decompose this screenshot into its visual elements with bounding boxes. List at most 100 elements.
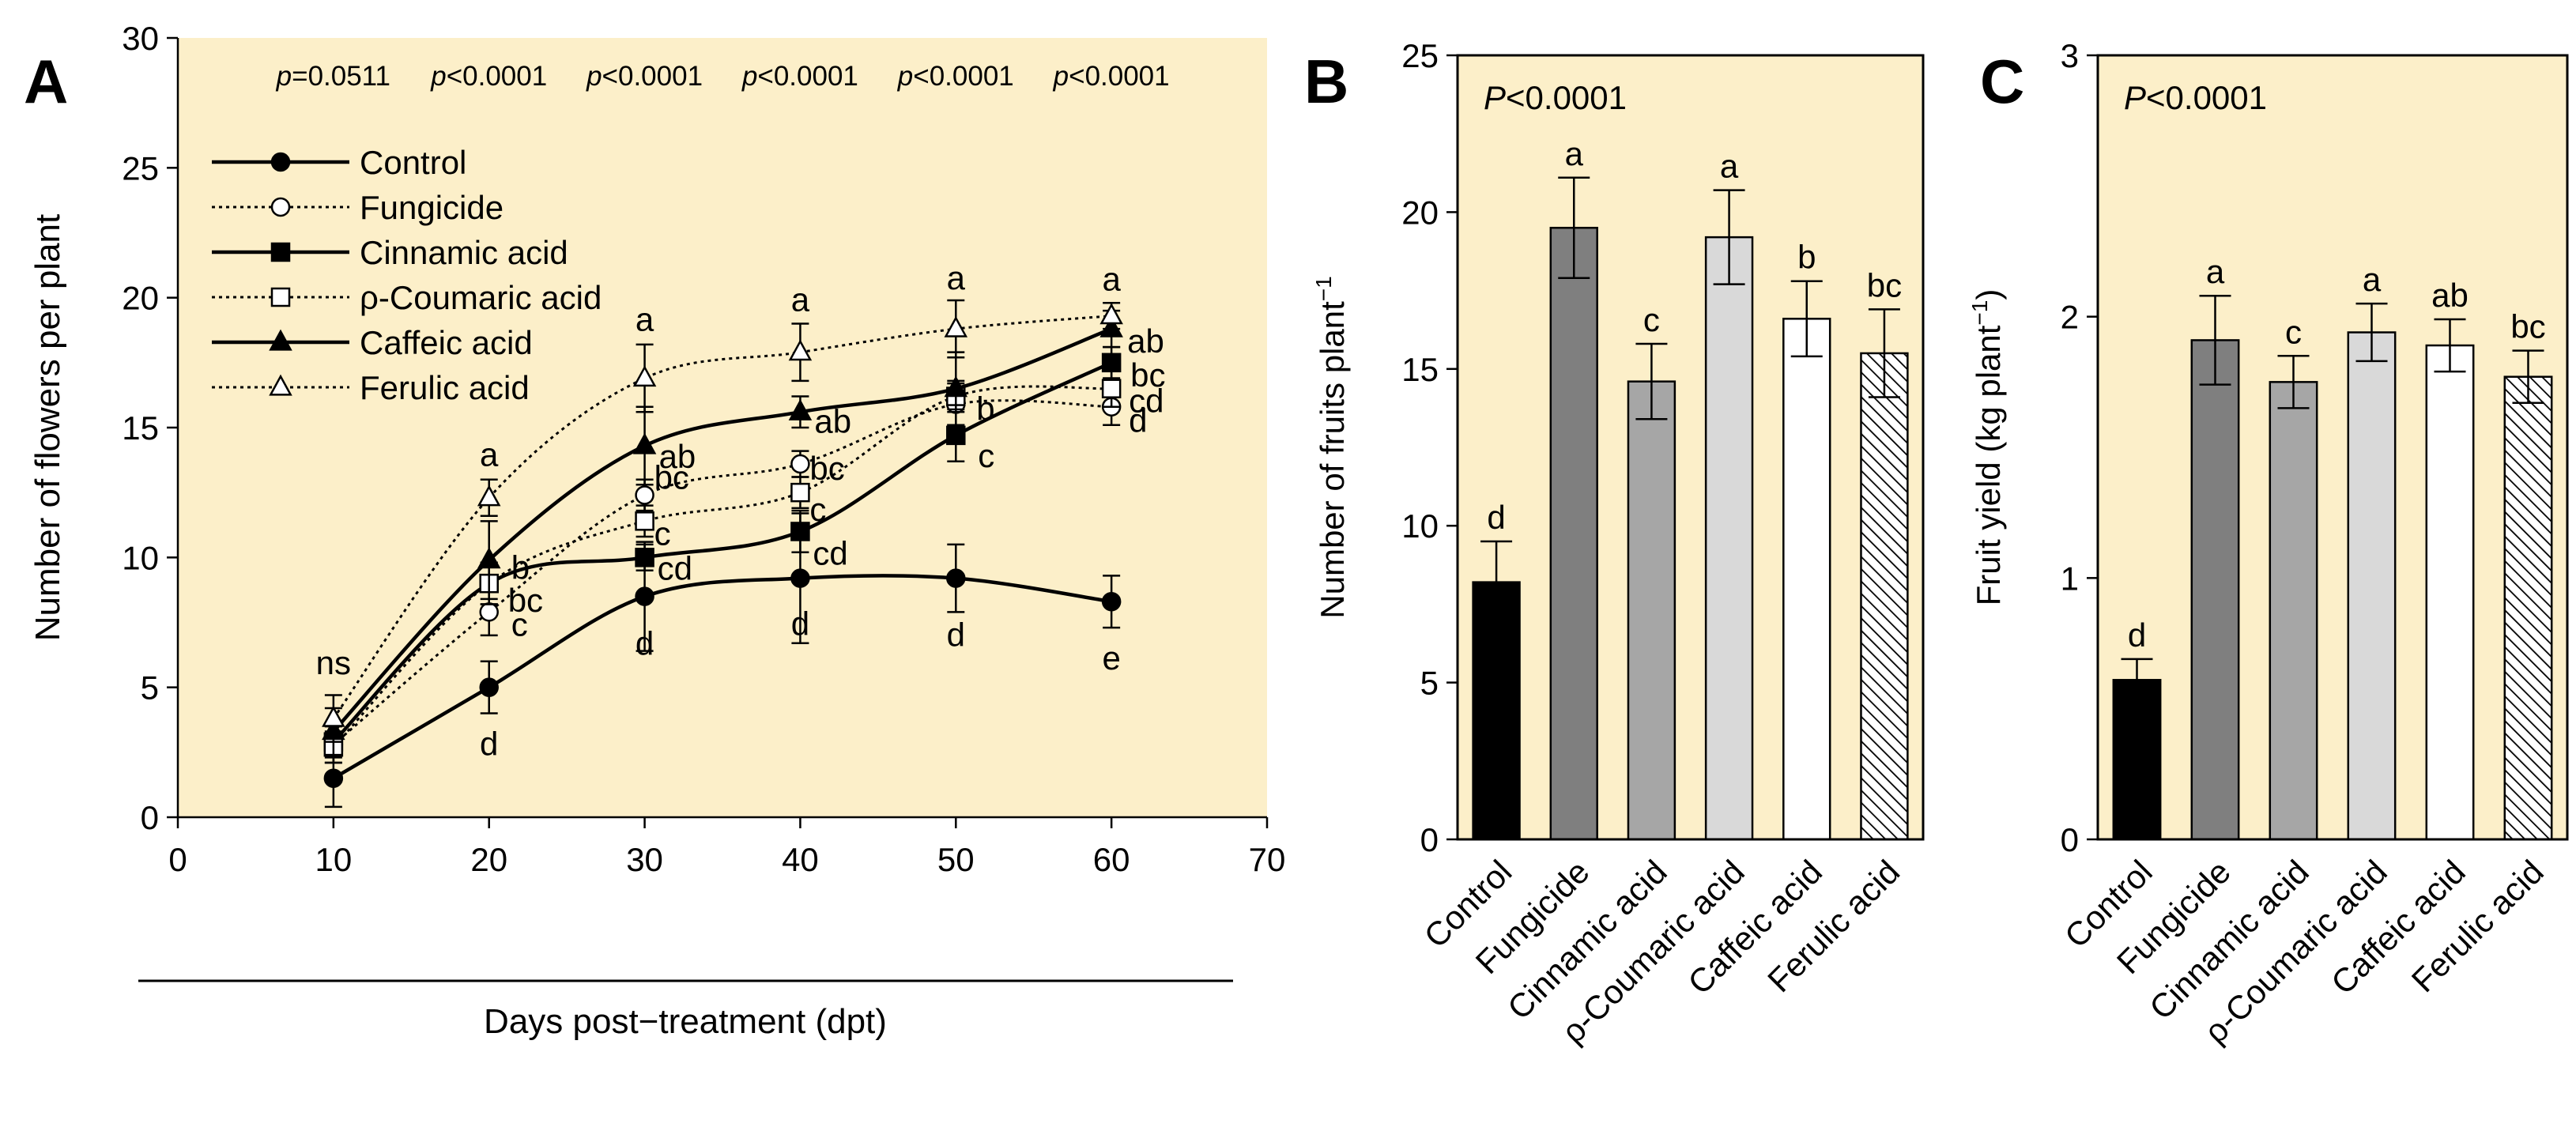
panel-a-y-tick-label: 0	[141, 799, 159, 836]
panel-b-y-axis-title-main: Number of fruits plant	[1314, 301, 1351, 619]
panel-a-p-prefix: p	[430, 61, 446, 92]
panel-c-y-axis-title-sup: −1	[1967, 300, 1992, 326]
panel-c-bar	[2347, 331, 2397, 841]
significance-letter: bc	[809, 450, 844, 487]
data-point	[477, 547, 501, 569]
panel-c-significance-letter: a	[2363, 261, 2382, 298]
panel-b-bar	[1549, 226, 1598, 841]
data-point	[1101, 591, 1122, 612]
data-point	[944, 375, 968, 398]
panel-b-bar	[1627, 380, 1676, 841]
data-point	[788, 339, 813, 361]
panel-a-plot-area	[178, 38, 1267, 817]
panel-a-y-tick-label: 30	[122, 20, 159, 57]
legend-marker	[269, 374, 292, 396]
significance-letter: cd	[813, 534, 847, 571]
significance-letter: cd	[1129, 383, 1164, 420]
panel-a-p-prefix: p	[1053, 61, 1069, 92]
panel-c-label: C	[1980, 47, 2024, 116]
panel-a-x-tick-label: 20	[470, 841, 507, 878]
data-point	[635, 511, 654, 531]
significance-letter: ab	[1127, 322, 1164, 360]
panel-c-y-tick-label: 2	[2061, 299, 2079, 336]
panel-c-y-axis-title: Fruit yield (kg plant−1)	[1967, 289, 2007, 606]
panel-a-p-number: <0.0001	[602, 61, 703, 92]
panel-b-p-value: P<0.0001	[1484, 79, 1627, 116]
significance-letter: d	[480, 726, 498, 763]
panel-a-p-number: <0.0001	[913, 61, 1014, 92]
panel-b-bar	[1860, 352, 1909, 841]
significance-letter: c	[978, 437, 994, 474]
panel-a-p-value: p=0.0511	[276, 61, 390, 92]
panel-a-y-tick-label: 5	[141, 669, 159, 707]
panel-a-p-value: p<0.0001	[586, 61, 703, 92]
panel-c-bar	[2112, 679, 2162, 841]
significance-letter: c	[809, 491, 826, 528]
data-point	[322, 705, 345, 727]
panel-b-y-axis-title-sup: −1	[1311, 276, 1336, 301]
data-point	[944, 315, 968, 337]
panel-a-p-prefix: p	[276, 61, 292, 92]
legend-label: Fungicide	[360, 189, 504, 226]
panel-c-significance-letter: ab	[2431, 277, 2469, 314]
panel-b-y-tick-label: 10	[1401, 507, 1439, 545]
significance-letter: c	[654, 515, 671, 552]
legend-label: Ferulic acid	[360, 369, 530, 406]
panel-a-y-tick-label: 15	[122, 409, 159, 447]
legend-marker	[270, 197, 291, 217]
data-point	[479, 602, 499, 622]
significance-letter: e	[1102, 639, 1120, 677]
series-caffeic-acid: b ab ab b ab	[322, 309, 1164, 756]
panel-a-y-tick-label: 20	[122, 280, 159, 317]
panel-b-y-tick-label: 25	[1401, 37, 1439, 74]
data-point	[635, 586, 654, 606]
panel-a-x-tick-label: 60	[1093, 841, 1130, 878]
legend-marker	[270, 242, 291, 262]
panel-a-p-number: =0.0511	[292, 61, 390, 92]
legend-marker	[270, 152, 291, 172]
significance-letter: a	[480, 436, 499, 473]
data-point	[323, 768, 344, 788]
data-point	[635, 485, 654, 505]
panel-a-p-value: p<0.0001	[897, 61, 1014, 92]
significance-letter: d	[636, 625, 654, 662]
panel-c-y-tick-label: 1	[2061, 560, 2079, 597]
panel-a-x-tick-label: 40	[782, 841, 819, 878]
panel-a-x-axis-title: Days post−treatment (dpt)	[484, 1002, 887, 1041]
legend-label: ρ-Coumaric acid	[360, 279, 602, 316]
panel-b-bar-chart: B 0 5 10 15 20 25 Number of fruits plant−1 P<0.…	[1304, 37, 1925, 1050]
panel-a-p-prefix: p	[586, 61, 602, 92]
significance-letter: ns	[316, 644, 351, 681]
panel-a-p-prefix: p	[741, 61, 757, 92]
panel-c-significance-letter: c	[2285, 313, 2302, 350]
panel-c-y-tick-label: 3	[2061, 37, 2079, 74]
series-line	[332, 399, 1112, 746]
panel-b-p-number: <0.0001	[1506, 79, 1627, 116]
panel-c-bar	[2425, 344, 2475, 841]
panel-b-y-axis-title: Number of fruits plant−1	[1311, 276, 1351, 618]
legend-label: Cinnamic acid	[360, 234, 568, 271]
legend-label: Caffeic acid	[360, 324, 533, 361]
panel-a-p-prefix: p	[897, 61, 913, 92]
panel-b-significance-letter: d	[1487, 499, 1505, 536]
panel-c-bar	[2190, 339, 2240, 841]
panel-c-bar	[2503, 375, 2553, 841]
series-line	[332, 327, 1112, 733]
panel-b-significance-letter: a	[1720, 148, 1739, 185]
panel-c-significance-letter: d	[2128, 616, 2146, 654]
series-control: d d d d e	[323, 512, 1122, 809]
significance-letter: d	[791, 605, 809, 643]
legend-marker	[269, 329, 292, 351]
panel-a-p-number: <0.0001	[447, 61, 548, 92]
panel-a-line-chart: A 0 5 10 15 20 25 30 0 10 20 30 40 50 60 70 Days post−t…	[24, 20, 1285, 1041]
significance-letter: bc	[654, 458, 689, 496]
data-point	[632, 365, 657, 387]
panel-b-significance-letter: a	[1565, 135, 1584, 172]
panel-b-y-tick-label: 15	[1401, 351, 1439, 388]
data-point	[1099, 303, 1123, 325]
panel-a-legend: Control Fungicide Cinnamic acid ρ-Coumaric …	[212, 144, 602, 406]
data-point	[477, 484, 501, 507]
panel-b-significance-letter: b	[1797, 239, 1816, 276]
